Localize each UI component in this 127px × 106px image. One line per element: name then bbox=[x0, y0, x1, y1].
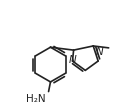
Text: N: N bbox=[69, 55, 77, 65]
Text: H₂N: H₂N bbox=[26, 94, 46, 104]
Text: N: N bbox=[95, 47, 103, 57]
